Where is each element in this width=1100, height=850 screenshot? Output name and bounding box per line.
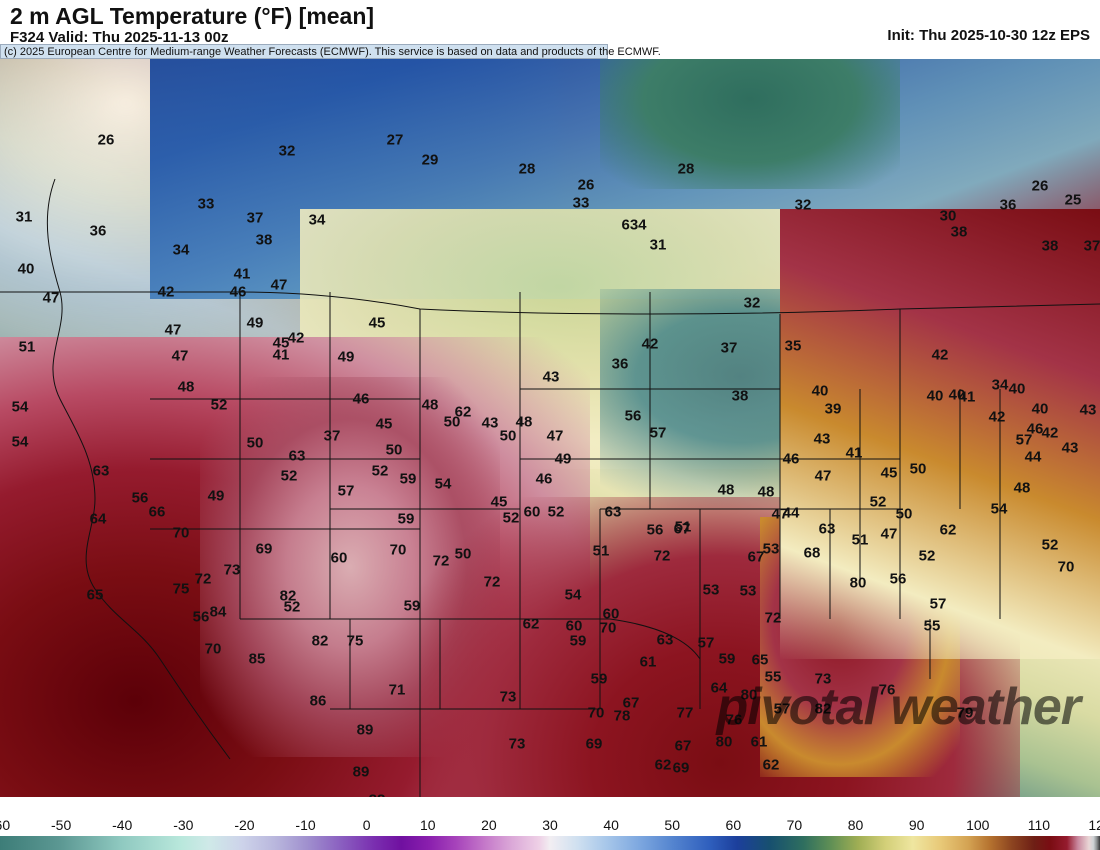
colorbar-tick-90: 90 [909,817,925,833]
colorbar-tick--10: -10 [295,817,315,833]
weather-map-app: 2 m AGL Temperature (°F) [mean] F324 Val… [0,0,1100,850]
colorbar-tick-10: 10 [420,817,436,833]
colorbar-tick-70: 70 [787,817,803,833]
header-block: 2 m AGL Temperature (°F) [mean] F324 Val… [0,0,1100,40]
colorbar-tick--60: -60 [0,817,10,833]
copyright-notice: (c) 2025 European Centre for Medium-rang… [0,44,608,59]
colorbar-tick--50: -50 [51,817,71,833]
init-time-label: Init: Thu 2025-10-30 12z EPS [887,27,1090,44]
map-title: 2 m AGL Temperature (°F) [mean] [10,4,1090,28]
pivotal-weather-watermark: pivotal weather [716,677,1080,737]
colorbar-gradient-strip [0,836,1100,850]
colorbar-tick-20: 20 [481,817,497,833]
colorbar-tick-0: 0 [363,817,371,833]
colorbar-tick--40: -40 [112,817,132,833]
colorbar-tick-60: 60 [726,817,742,833]
colorbar-tick-80: 80 [848,817,864,833]
colorbar-tick-110: 110 [1028,817,1050,833]
colorbar-tick-120: 120 [1088,817,1100,833]
colorbar-tick--20: -20 [234,817,254,833]
colorbar-tick-50: 50 [664,817,680,833]
colorbar-tick--30: -30 [173,817,193,833]
colorbar-legend[interactable]: -60 -50 -40 -30 -20 -10 0 10 20 30 40 50 60 70 80 90 100… [0,817,1100,850]
colorbar-tick-30: 30 [542,817,558,833]
colorbar-tick-labels: -60 -50 -40 -30 -20 -10 0 10 20 30 40 50 60 70 80 90 100… [0,817,1100,835]
colorbar-tick-40: 40 [603,817,619,833]
temperature-map[interactable]: 26 32 27 29 28 28 26 25 31 33 33 30 36 37 34 32 26 34 38 63… [0,59,1100,797]
colorbar-tick-100: 100 [966,817,989,833]
